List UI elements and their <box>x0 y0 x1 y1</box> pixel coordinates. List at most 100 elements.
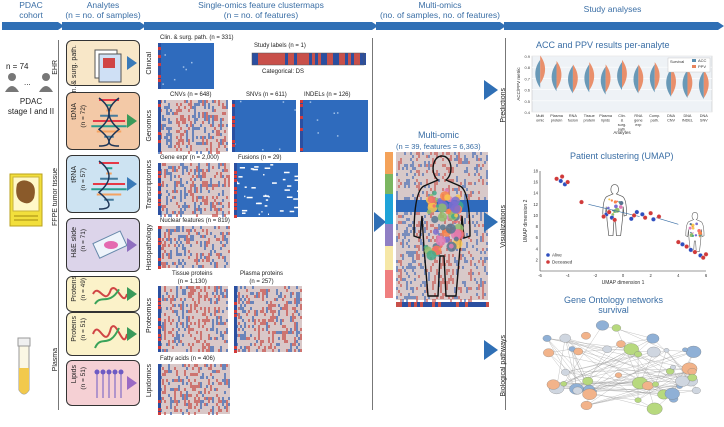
go-node <box>559 333 571 343</box>
go-node <box>687 368 697 375</box>
go-edge <box>563 338 653 384</box>
violin-ppv-mark <box>622 59 627 88</box>
multiomic-title: Multi-omic <box>418 130 460 140</box>
violin-ytick: 0.6 <box>524 88 530 93</box>
go-node <box>572 386 583 395</box>
go-edge <box>563 325 603 384</box>
go-edge <box>565 338 608 350</box>
analyte-label: tRNA <box>71 166 78 183</box>
header-cohort: PDAC cohort <box>19 0 43 20</box>
go-node <box>646 402 663 415</box>
go-node <box>542 334 552 342</box>
label-nuclear: Nuclear features (n = 819) <box>160 218 230 224</box>
cohort-pdac-stage: PDAC stage I and II <box>7 97 55 116</box>
label-study-labels: Study labels (n = 1) <box>254 43 306 49</box>
go-edge <box>563 354 639 384</box>
violin-ppv-mark <box>671 67 676 96</box>
go-edge <box>589 394 639 401</box>
label-categorical: Categorical: DS <box>262 69 305 75</box>
go-edge <box>556 338 566 389</box>
umap-xtick: 4 <box>677 273 680 278</box>
heatmap-plasma-proteins <box>234 286 302 353</box>
multiomic-subtitle: (n = 39, features = 6,363) <box>396 142 481 151</box>
category-proteomics: Proteomics <box>146 298 153 334</box>
go-node <box>582 376 594 386</box>
analyte-illustration <box>91 160 127 210</box>
heatmap-fatty-acids <box>158 364 230 415</box>
violin-ppv-mark <box>638 64 644 93</box>
heatmap-nuclear <box>158 226 230 269</box>
umap-point-deceased <box>675 239 681 245</box>
go-node <box>595 320 609 331</box>
umap-legend-marker <box>546 260 550 264</box>
violin-acc-mark <box>584 64 590 93</box>
analyte-label: tDNA <box>71 103 78 120</box>
umap-point-alive <box>628 216 634 222</box>
umap-xtick: -2 <box>593 273 597 278</box>
analyte-count: (n = 72) <box>80 105 87 128</box>
analyte-illustration <box>92 287 128 305</box>
analyte-arrow <box>127 238 137 252</box>
go-network-title: Gene Ontology networks survival <box>564 295 664 315</box>
multiomic-color-strip <box>385 152 393 298</box>
violin-ytick: 0.8 <box>524 65 530 70</box>
violin-acc-mark <box>666 68 672 97</box>
analyte-box-4: Proteins (n = 49) <box>66 276 140 312</box>
umap-point-deceased <box>565 179 571 185</box>
violin-xtick: Clin. <box>618 114 626 118</box>
heatmap-cnvs <box>158 100 228 154</box>
header-analytes: Analytes (n = no. of samples) <box>65 0 141 20</box>
go-edge <box>655 350 667 385</box>
go-node <box>691 387 701 394</box>
go-node <box>573 347 584 356</box>
go-edge <box>565 372 641 384</box>
go-node <box>685 345 702 358</box>
umap-point-deceased <box>642 215 648 221</box>
violin-legend-title: Survival <box>670 59 684 64</box>
violin-legend-swatch <box>692 59 696 62</box>
analyte-box-6: Lipids (n = 51) <box>66 360 140 406</box>
multiomic-sample-bar <box>396 302 489 307</box>
umap-ytick: 8 <box>536 224 539 229</box>
go-node <box>561 368 570 376</box>
go-node <box>602 345 612 353</box>
violin-acc-mark <box>633 65 639 94</box>
violin-xtick: Tissue <box>584 114 595 118</box>
violin-xtick: DNA <box>700 114 708 118</box>
violin-acc-mark <box>535 59 541 88</box>
heatmap-fusions <box>234 163 302 218</box>
plasma-tube-icon <box>17 337 31 395</box>
go-edge <box>616 327 667 351</box>
analyte-arrow <box>127 287 137 301</box>
heatmap-snvs <box>232 100 296 152</box>
umap-ylabel: UMAP dimension 2 <box>523 199 529 242</box>
violin-xtick: & <box>621 119 624 123</box>
label-cnvs: CNVs (n = 648) <box>170 92 212 98</box>
go-edge <box>548 352 683 382</box>
violin-xtick: DNA <box>667 114 675 118</box>
patient-icons <box>5 73 53 92</box>
umap-ytick: 10 <box>533 213 538 218</box>
violin-xtick: Plasma <box>599 114 613 118</box>
acc-chart-title: ACC and PPV results per-analyte <box>536 40 670 50</box>
violin-xtick: path. <box>651 119 659 123</box>
header-study: Study analyses <box>583 4 642 14</box>
go-node <box>543 348 555 358</box>
violin-ppv-mark <box>687 68 693 97</box>
multiomic-heatmap <box>396 152 488 302</box>
analyte-box-0: Clin. & surg. path. <box>66 40 140 101</box>
analyte-illustration <box>94 49 122 83</box>
umap-point-alive <box>688 247 694 253</box>
go-node <box>580 400 593 410</box>
analyte-box-2: tRNA (n = 57) <box>66 155 140 213</box>
umap-point-deceased <box>606 209 612 215</box>
umap-point-deceased <box>692 249 698 255</box>
go-edge <box>618 368 690 376</box>
umap-point-deceased <box>554 176 559 182</box>
go-node <box>675 375 690 387</box>
violin-ppv-mark <box>703 70 709 98</box>
heatmap-gene-expr <box>158 163 230 217</box>
go-node <box>611 324 622 332</box>
go-node <box>581 332 591 340</box>
go-edge <box>589 351 694 390</box>
